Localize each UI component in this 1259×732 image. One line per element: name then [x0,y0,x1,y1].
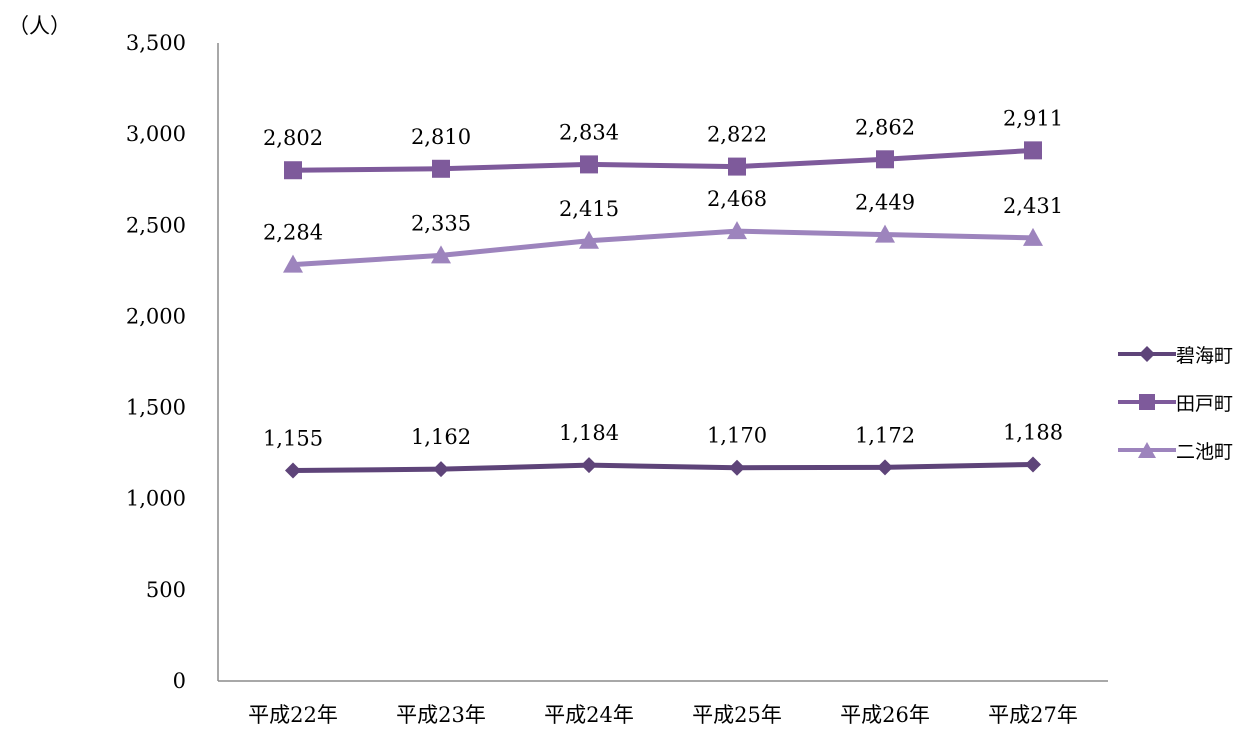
x-tick-label: 平成25年 [692,703,782,727]
x-tick-label: 平成22年 [248,703,338,727]
data-point [1023,227,1043,246]
y-tick-label: 2,500 [126,213,186,237]
data-point [1025,456,1041,473]
legend-item-tado: 田戸町 [1118,378,1233,426]
data-label: 2,415 [559,197,619,221]
data-label: 2,834 [559,120,619,144]
x-tick-label: 平成23年 [396,703,486,727]
data-label: 1,155 [263,426,323,450]
square-marker-icon [1118,394,1176,410]
data-point [581,457,597,474]
data-label: 2,911 [1003,106,1063,130]
series-line [292,147,1034,173]
data-label: 2,822 [707,123,767,147]
triangle-marker-icon [1118,442,1176,458]
legend-item-futaike: 二池町 [1118,426,1233,474]
data-label: 1,172 [855,423,915,447]
data-label: 2,449 [855,191,915,215]
y-tick-label: 3,500 [126,31,186,55]
data-label: 2,284 [263,221,323,245]
data-label: 1,184 [559,421,619,445]
data-label: 2,468 [707,187,767,211]
data-point [431,245,451,264]
series-2: 2,284 2,335 2,415 2,468 2,449 2,431 [263,187,1063,273]
data-label: 1,162 [411,425,471,449]
data-label: 2,335 [411,211,471,235]
series-0: 1,155 1,162 1,184 1,170 1,172 1,188 [263,420,1063,479]
data-point [877,459,893,476]
x-tick-labels: 平成22年 平成23年 平成24年 平成25年 平成26年 平成27年 [248,703,1078,727]
x-tick-label: 平成24年 [544,703,634,727]
data-point [729,459,745,476]
data-point [285,462,301,479]
data-point [1024,141,1042,160]
data-label: 1,170 [707,424,767,448]
data-point [580,155,598,174]
data-label: 2,810 [411,125,471,149]
series-line [292,461,1034,473]
y-tick-label: 500 [146,578,186,602]
series-line [292,228,1034,268]
x-tick-label: 平成26年 [840,703,930,727]
series-layer: 1,155 1,162 1,184 1,170 1,172 1,188 2,802 2,810… [263,106,1063,479]
data-point [875,224,895,243]
diamond-marker-icon [1118,346,1176,362]
data-point [432,159,450,178]
data-point [433,461,449,478]
data-point [284,161,302,180]
y-tick-label: 1,500 [126,396,186,420]
y-tick-label: 1,000 [126,487,186,511]
y-tick-label: 2,000 [126,304,186,328]
y-axis-unit-label: （人） [8,14,71,38]
data-label: 2,802 [263,126,323,150]
data-point [283,254,303,273]
legend-label: 二池町 [1176,440,1234,463]
legend-item-hekikai: 碧海町 [1118,330,1233,378]
data-label: 1,188 [1003,420,1063,444]
y-tick-label: 3,000 [126,122,186,146]
data-point [728,157,746,176]
data-point [579,230,599,249]
data-point [876,150,894,169]
data-label: 2,431 [1003,194,1063,218]
legend-label: 田戸町 [1176,392,1234,415]
series-1: 2,802 2,810 2,834 2,822 2,862 2,911 [263,106,1063,180]
x-tick-label: 平成27年 [988,703,1078,727]
legend: 碧海町 田戸町 二池町 [1118,330,1233,474]
legend-label: 碧海町 [1176,344,1234,367]
y-tick-labels: 0 500 1,000 1,500 2,000 2,500 3,000 3,500 [126,31,186,693]
data-point [727,221,747,240]
y-tick-label: 0 [173,669,186,693]
data-label: 2,862 [855,115,915,139]
